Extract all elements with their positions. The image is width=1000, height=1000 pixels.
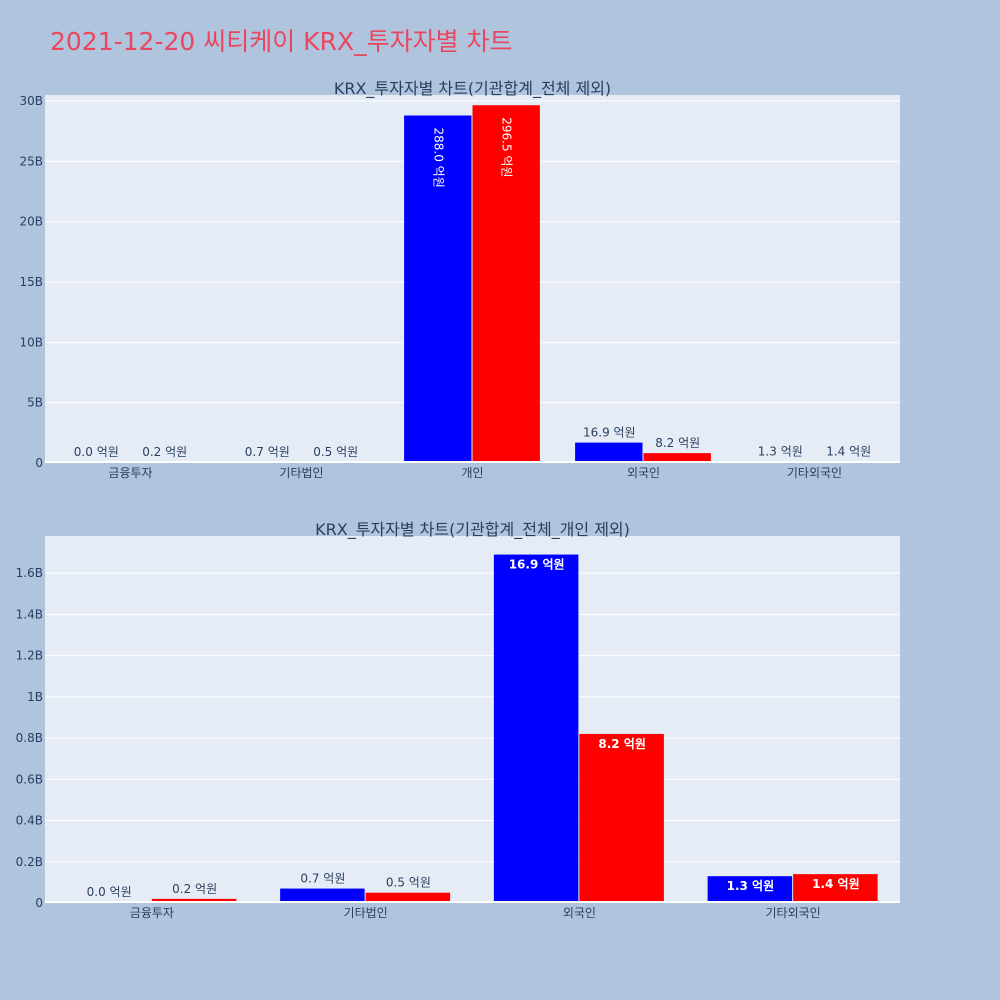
bar [493,554,579,903]
bar [579,733,664,903]
data-label: 0.0 억원 [87,885,132,899]
y-tick-label: 0 [35,456,43,470]
data-label: 1.3 억원 [727,879,775,893]
y-tick-label: 30B [19,94,43,108]
data-label: 0.2 억원 [142,445,187,459]
data-label: 1.4 억원 [812,877,860,891]
bar [472,105,540,463]
y-tick-label: 0.2B [16,855,43,869]
bar [151,898,237,903]
x-tick-label: 금융투자 [130,906,174,920]
y-tick-label: 15B [19,275,43,289]
bar [793,874,878,903]
y-tick-label: 0 [35,896,43,910]
y-tick-label: 20B [19,215,43,229]
bar [365,892,451,903]
data-label: 1.4 억원 [826,444,871,458]
data-label: 0.7 억원 [245,445,290,459]
data-label: 8.2 억원 [598,737,646,751]
y-tick-label: 25B [19,154,43,168]
page-title: 2021-12-20 씨티케이 KRX_투자자별 차트 [50,27,513,56]
data-label: 1.3 억원 [758,444,803,458]
data-label: 0.5 억원 [313,445,358,459]
bar [707,876,793,903]
chart-top: 0 5B 10B 15B 20B 25B 30B KRX_투자자별 차트(기관합계_전체 제외… [19,79,900,480]
data-label: 16.9 억원 [583,426,636,440]
chart-bottom: 0 0.2B 0.4B 0.6B 0.8B 1B 1.2B 1.4B 1.6B KRX_투자자별 … [16,520,900,920]
data-label: 0.0 억원 [74,445,119,459]
data-label: 288.0 억원 [431,128,445,188]
y-tick-label: 0.8B [16,731,43,745]
data-label: 296.5 억원 [500,117,514,177]
data-label: 8.2 억원 [655,436,700,450]
x-tick-label: 기타법인 [279,466,323,480]
y-tick-label: 5B [27,396,43,410]
data-label: 16.9 억원 [509,558,565,572]
x-tick-label: 기타외국인 [766,906,821,920]
y-tick-label: 1.6B [16,566,43,580]
x-tick-label: 금융투자 [108,466,152,480]
bar [280,888,365,903]
x-tick-label: 개인 [461,466,483,480]
bar [404,115,472,463]
x-tick-label: 기타외국인 [787,466,842,480]
chart-title: KRX_투자자별 차트(기관합계_전체_개인 제외) [315,520,630,540]
data-label: 0.2 억원 [172,882,217,896]
y-tick-label: 10B [19,335,43,349]
plot-area [45,536,900,903]
x-tick-label: 기타법인 [344,906,388,920]
data-label: 0.7 억원 [300,872,345,886]
bar [575,442,643,463]
chart-title: KRX_투자자별 차트(기관합계_전체 제외) [334,79,611,99]
y-tick-label: 1.4B [16,607,43,621]
y-tick-label: 0.6B [16,772,43,786]
x-tick-label: 외국인 [627,466,660,480]
y-tick-label: 1B [27,690,43,704]
data-label: 0.5 억원 [386,876,431,890]
y-tick-label: 0.4B [16,814,43,828]
y-tick-label: 1.2B [16,649,43,663]
bar [643,453,711,463]
x-tick-label: 외국인 [563,906,596,920]
